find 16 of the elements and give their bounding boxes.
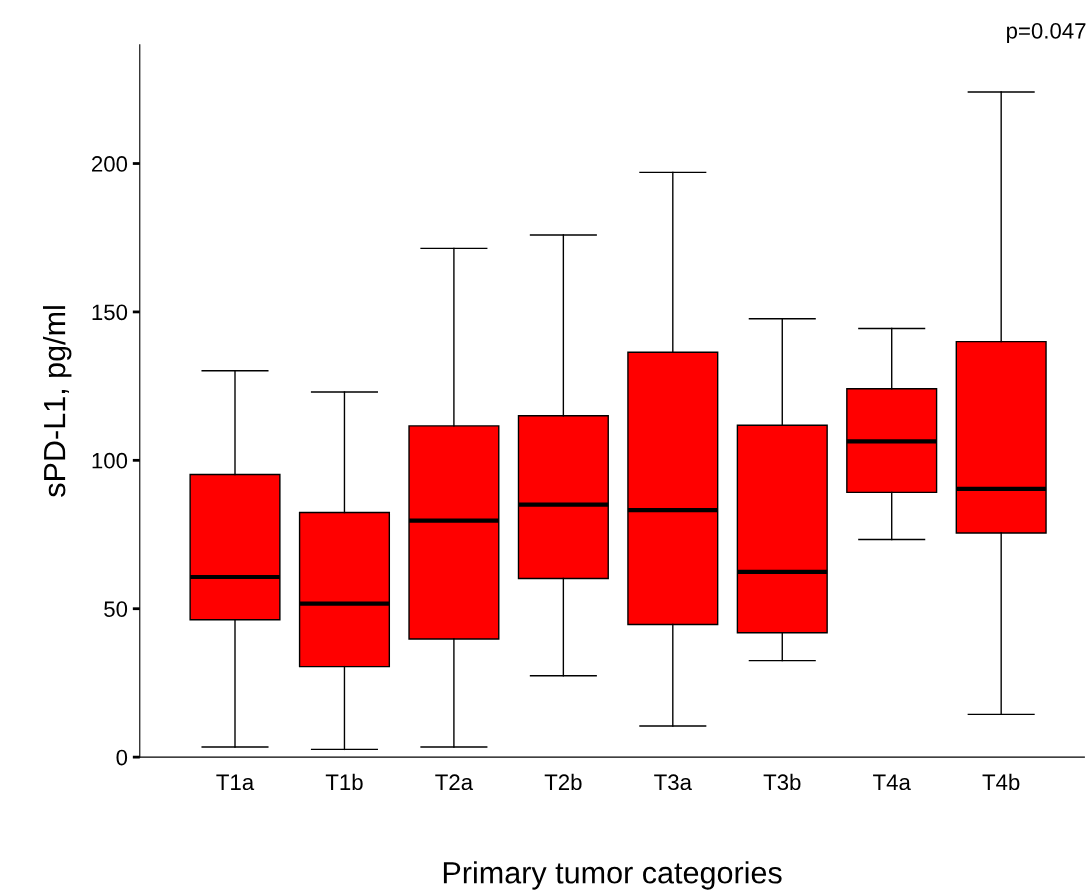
x-tick-label: T2b [544, 773, 582, 791]
y-tick-label: 0 [116, 749, 128, 766]
x-tick-label: T4a [873, 774, 911, 791]
y-axis-title: sPD-L1, pg/ml [42, 306, 72, 497]
x-tick-label: T1a [216, 774, 255, 791]
y-tick-label: 50 [104, 601, 128, 617]
text: p=0.047 [1007, 22, 1086, 44]
x-axis-title: Primary tumor categories [443, 861, 782, 890]
x-tick-label: T2a [435, 774, 474, 791]
y-tick-label: 150 [92, 304, 128, 321]
x-tick-label: T3a [654, 774, 692, 791]
y-tick-label: 200 [92, 156, 128, 172]
x-tick-label: T3b [763, 773, 801, 791]
y-tick-label: 100 [92, 452, 128, 469]
x-tick-label: T4b [982, 773, 1020, 791]
x-tick-label: T1b [325, 773, 363, 791]
